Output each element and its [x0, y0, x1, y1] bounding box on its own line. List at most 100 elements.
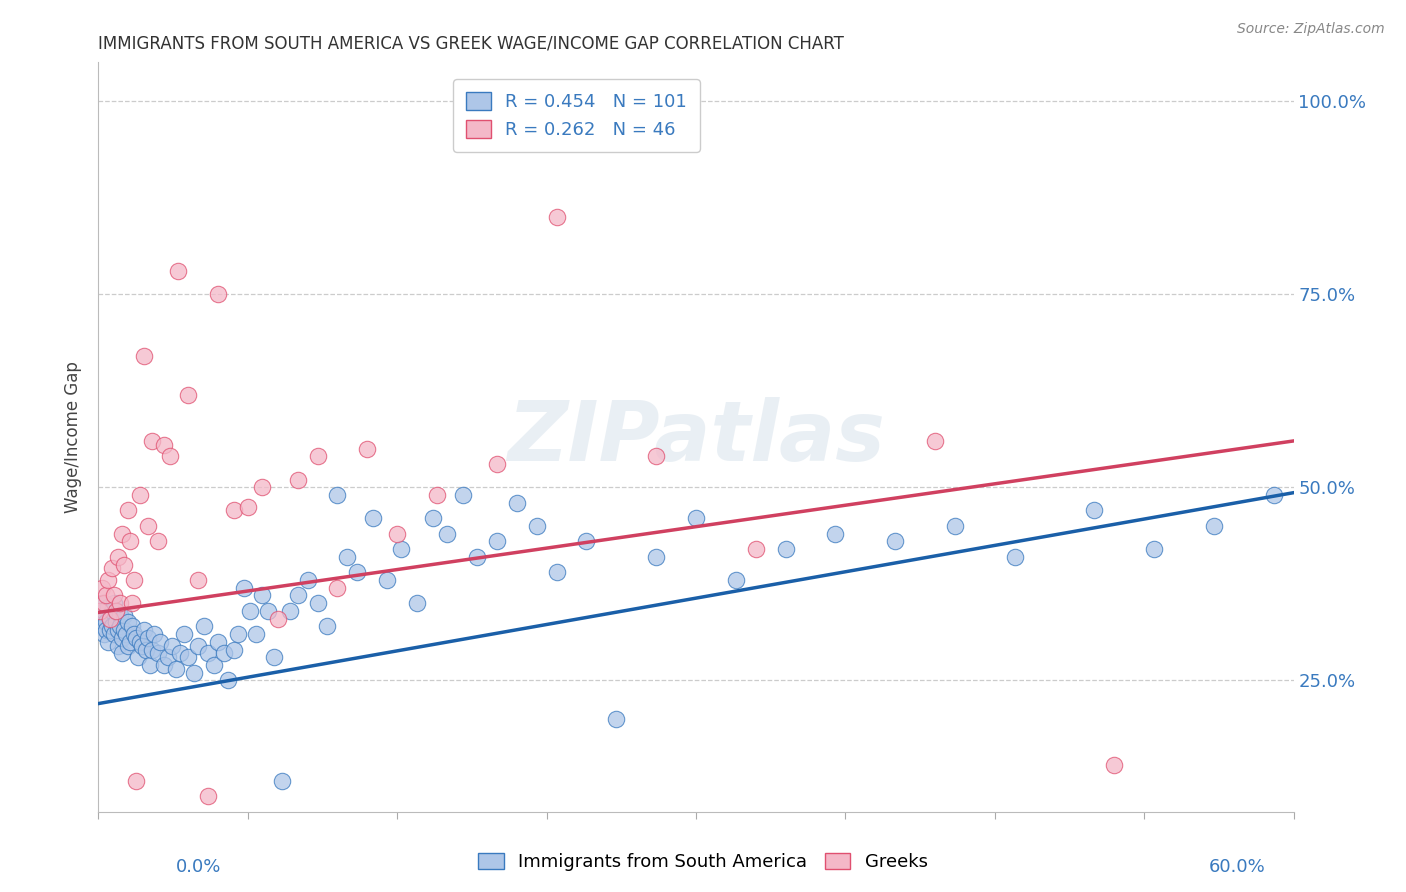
Point	[307, 450, 329, 464]
Point	[267, 612, 290, 626]
Point	[546, 210, 568, 224]
Point	[287, 589, 309, 603]
Point	[775, 542, 797, 557]
Point	[506, 496, 529, 510]
Point	[112, 558, 135, 572]
Point	[546, 566, 568, 580]
Point	[605, 712, 627, 726]
Point	[117, 639, 139, 653]
Point	[202, 657, 225, 672]
Point	[117, 615, 139, 630]
Point	[884, 534, 907, 549]
Point	[173, 627, 195, 641]
Point	[226, 627, 249, 641]
Point	[91, 596, 114, 610]
Point	[222, 503, 245, 517]
Point	[124, 627, 146, 641]
Point	[96, 615, 118, 630]
Point	[287, 473, 309, 487]
Point	[197, 789, 219, 804]
Text: ZIPatlas: ZIPatlas	[508, 397, 884, 477]
Point	[111, 631, 134, 645]
Point	[336, 549, 359, 564]
Point	[105, 604, 128, 618]
Point	[1104, 758, 1126, 772]
Point	[107, 549, 129, 564]
Point	[110, 596, 132, 610]
Point	[98, 612, 122, 626]
Point	[1083, 503, 1105, 517]
Point	[101, 561, 124, 575]
Point	[212, 646, 235, 660]
Point	[103, 589, 125, 603]
Point	[375, 573, 398, 587]
Point	[222, 642, 245, 657]
Point	[207, 287, 229, 301]
Point	[134, 349, 156, 363]
Point	[148, 534, 170, 549]
Point	[326, 581, 349, 595]
Point	[141, 434, 163, 448]
Point	[207, 634, 229, 648]
Point	[93, 596, 115, 610]
Point	[685, 511, 707, 525]
Point	[389, 542, 412, 557]
Point	[177, 650, 200, 665]
Point	[89, 604, 111, 618]
Point	[105, 615, 128, 630]
Point	[169, 646, 191, 660]
Point	[143, 627, 166, 641]
Y-axis label: Wage/Income Gap: Wage/Income Gap	[65, 361, 83, 513]
Text: 60.0%: 60.0%	[1209, 858, 1265, 876]
Point	[346, 566, 368, 580]
Point	[187, 573, 209, 587]
Point	[135, 642, 157, 657]
Point	[111, 526, 134, 541]
Point	[110, 607, 132, 622]
Point	[1263, 488, 1285, 502]
Point	[465, 549, 488, 564]
Point	[385, 526, 409, 541]
Point	[103, 596, 125, 610]
Point	[270, 773, 292, 788]
Point	[96, 589, 118, 603]
Point	[103, 627, 125, 641]
Point	[121, 596, 143, 610]
Point	[131, 639, 153, 653]
Point	[93, 627, 115, 641]
Point	[96, 623, 118, 637]
Point	[278, 604, 301, 618]
Point	[120, 534, 142, 549]
Point	[426, 488, 449, 502]
Point	[1143, 542, 1166, 557]
Point	[217, 673, 239, 688]
Point	[250, 480, 273, 494]
Point	[97, 634, 120, 648]
Point	[239, 604, 262, 618]
Point	[98, 612, 122, 626]
Point	[1004, 549, 1026, 564]
Legend: R = 0.454   N = 101, R = 0.262   N = 46: R = 0.454 N = 101, R = 0.262 N = 46	[453, 79, 700, 152]
Point	[112, 607, 135, 622]
Point	[406, 596, 429, 610]
Legend: Immigrants from South America, Greeks: Immigrants from South America, Greeks	[471, 846, 935, 879]
Point	[485, 534, 508, 549]
Point	[125, 631, 148, 645]
Point	[645, 450, 668, 464]
Point	[924, 434, 946, 448]
Point	[724, 573, 747, 587]
Point	[129, 634, 152, 648]
Text: Source: ZipAtlas.com: Source: ZipAtlas.com	[1237, 22, 1385, 37]
Point	[125, 773, 148, 788]
Point	[153, 438, 176, 452]
Point	[575, 534, 598, 549]
Point	[363, 511, 385, 525]
Point	[97, 573, 120, 587]
Point	[112, 623, 135, 637]
Point	[111, 646, 134, 660]
Point	[129, 488, 152, 502]
Point	[1202, 519, 1225, 533]
Point	[745, 542, 768, 557]
Point	[165, 662, 187, 676]
Point	[451, 488, 474, 502]
